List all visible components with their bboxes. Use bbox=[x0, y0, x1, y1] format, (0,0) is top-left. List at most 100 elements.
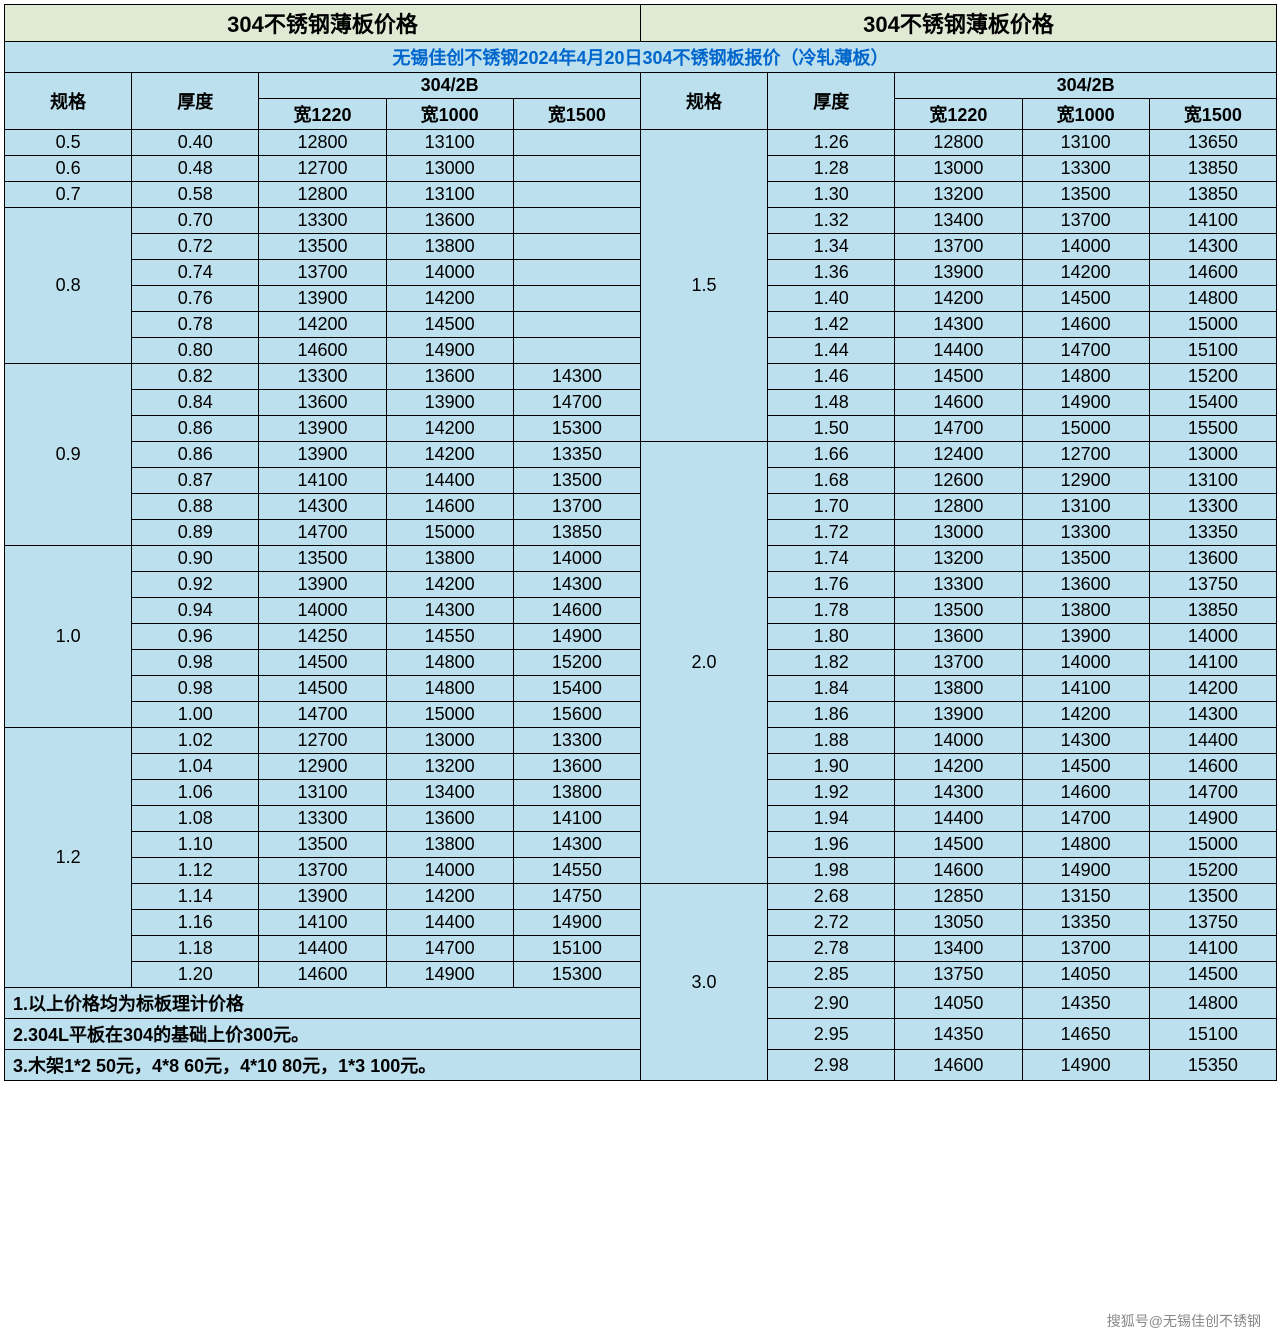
price-cell: 14700 bbox=[1022, 806, 1149, 832]
thickness-cell: 2.72 bbox=[768, 910, 895, 936]
price-cell: 14200 bbox=[1149, 676, 1276, 702]
title-right: 304不锈钢薄板价格 bbox=[640, 5, 1276, 42]
price-table: 304不锈钢薄板价格 304不锈钢薄板价格 无锡佳创不锈钢2024年4月20日3… bbox=[4, 4, 1277, 1081]
price-cell: 13600 bbox=[513, 754, 640, 780]
table-row: 0.50.4012800131001.51.26128001310013650 bbox=[5, 130, 1277, 156]
price-cell: 14600 bbox=[895, 1050, 1022, 1081]
price-cell: 14500 bbox=[1022, 286, 1149, 312]
thickness-cell: 1.50 bbox=[768, 416, 895, 442]
price-cell: 15600 bbox=[513, 702, 640, 728]
thickness-cell: 1.14 bbox=[132, 884, 259, 910]
price-cell: 15200 bbox=[1149, 858, 1276, 884]
price-cell: 14800 bbox=[386, 676, 513, 702]
thickness-cell: 0.98 bbox=[132, 650, 259, 676]
thickness-cell: 1.04 bbox=[132, 754, 259, 780]
thickness-cell: 1.08 bbox=[132, 806, 259, 832]
price-cell: 13600 bbox=[895, 624, 1022, 650]
title-left: 304不锈钢薄板价格 bbox=[5, 5, 641, 42]
thickness-cell: 1.46 bbox=[768, 364, 895, 390]
price-cell: 13900 bbox=[259, 442, 386, 468]
price-cell: 14700 bbox=[259, 520, 386, 546]
price-cell: 13100 bbox=[1022, 494, 1149, 520]
thickness-cell: 1.10 bbox=[132, 832, 259, 858]
thickness-cell: 0.72 bbox=[132, 234, 259, 260]
price-cell: 13850 bbox=[1149, 182, 1276, 208]
price-cell: 14300 bbox=[895, 312, 1022, 338]
price-cell: 14100 bbox=[259, 468, 386, 494]
thickness-cell: 0.58 bbox=[132, 182, 259, 208]
price-cell: 14500 bbox=[1022, 754, 1149, 780]
price-cell: 15400 bbox=[513, 676, 640, 702]
price-cell: 12400 bbox=[895, 442, 1022, 468]
thickness-cell: 1.16 bbox=[132, 910, 259, 936]
hdr-w1000-left: 宽1000 bbox=[386, 99, 513, 130]
price-cell: 13350 bbox=[1022, 910, 1149, 936]
price-cell: 13900 bbox=[386, 390, 513, 416]
price-cell: 14400 bbox=[895, 806, 1022, 832]
price-cell: 14800 bbox=[1022, 832, 1149, 858]
thickness-cell: 1.02 bbox=[132, 728, 259, 754]
thickness-cell: 1.78 bbox=[768, 598, 895, 624]
thickness-cell: 0.88 bbox=[132, 494, 259, 520]
thickness-cell: 1.40 bbox=[768, 286, 895, 312]
price-cell: 13000 bbox=[895, 520, 1022, 546]
price-cell: 13900 bbox=[1022, 624, 1149, 650]
banner-row: 无锡佳创不锈钢2024年4月20日304不锈钢板报价（冷轧薄板） bbox=[5, 42, 1277, 73]
price-cell: 14400 bbox=[386, 910, 513, 936]
spec-cell: 0.9 bbox=[5, 364, 132, 546]
thickness-cell: 1.30 bbox=[768, 182, 895, 208]
thickness-cell: 0.94 bbox=[132, 598, 259, 624]
price-cell: 14400 bbox=[1149, 728, 1276, 754]
price-cell: 13700 bbox=[1022, 208, 1149, 234]
price-cell: 14900 bbox=[513, 910, 640, 936]
price-cell: 14000 bbox=[513, 546, 640, 572]
thickness-cell: 1.12 bbox=[132, 858, 259, 884]
price-cell: 13100 bbox=[386, 182, 513, 208]
price-cell: 13500 bbox=[895, 598, 1022, 624]
price-cell: 14200 bbox=[895, 754, 1022, 780]
price-cell: 14750 bbox=[513, 884, 640, 910]
price-cell: 14700 bbox=[1149, 780, 1276, 806]
price-cell: 14600 bbox=[1022, 312, 1149, 338]
thickness-cell: 0.74 bbox=[132, 260, 259, 286]
thickness-cell: 1.88 bbox=[768, 728, 895, 754]
price-cell: 15000 bbox=[1022, 416, 1149, 442]
price-cell: 14100 bbox=[1149, 208, 1276, 234]
table-row: 0.861390014200133502.01.6612400127001300… bbox=[5, 442, 1277, 468]
thickness-cell: 1.72 bbox=[768, 520, 895, 546]
price-cell: 14000 bbox=[386, 260, 513, 286]
thickness-cell: 1.96 bbox=[768, 832, 895, 858]
price-cell: 13600 bbox=[259, 390, 386, 416]
price-cell: 13800 bbox=[513, 780, 640, 806]
thickness-cell: 1.92 bbox=[768, 780, 895, 806]
thickness-cell: 0.80 bbox=[132, 338, 259, 364]
price-cell: 13000 bbox=[386, 728, 513, 754]
price-cell: 13100 bbox=[1022, 130, 1149, 156]
thickness-cell: 1.06 bbox=[132, 780, 259, 806]
thickness-cell: 1.84 bbox=[768, 676, 895, 702]
thickness-cell: 0.76 bbox=[132, 286, 259, 312]
thickness-cell: 1.76 bbox=[768, 572, 895, 598]
spec-cell: 3.0 bbox=[640, 884, 767, 1081]
price-cell: 14100 bbox=[1149, 650, 1276, 676]
price-cell: 12700 bbox=[259, 156, 386, 182]
price-cell: 13500 bbox=[259, 234, 386, 260]
price-cell: 12700 bbox=[259, 728, 386, 754]
price-cell: 14900 bbox=[1022, 858, 1149, 884]
price-cell: 14400 bbox=[895, 338, 1022, 364]
thickness-cell: 1.98 bbox=[768, 858, 895, 884]
price-cell: 14700 bbox=[513, 390, 640, 416]
thickness-cell: 1.26 bbox=[768, 130, 895, 156]
thickness-cell: 1.68 bbox=[768, 468, 895, 494]
hdr-spec-left: 规格 bbox=[5, 73, 132, 130]
price-cell: 13900 bbox=[259, 884, 386, 910]
thickness-cell: 2.85 bbox=[768, 962, 895, 988]
price-cell: 14350 bbox=[1022, 988, 1149, 1019]
thickness-cell: 2.68 bbox=[768, 884, 895, 910]
thickness-cell: 1.36 bbox=[768, 260, 895, 286]
thickness-cell: 1.28 bbox=[768, 156, 895, 182]
price-cell: 13650 bbox=[1149, 130, 1276, 156]
price-cell: 14600 bbox=[895, 390, 1022, 416]
price-cell: 13400 bbox=[895, 208, 1022, 234]
price-cell: 12900 bbox=[259, 754, 386, 780]
